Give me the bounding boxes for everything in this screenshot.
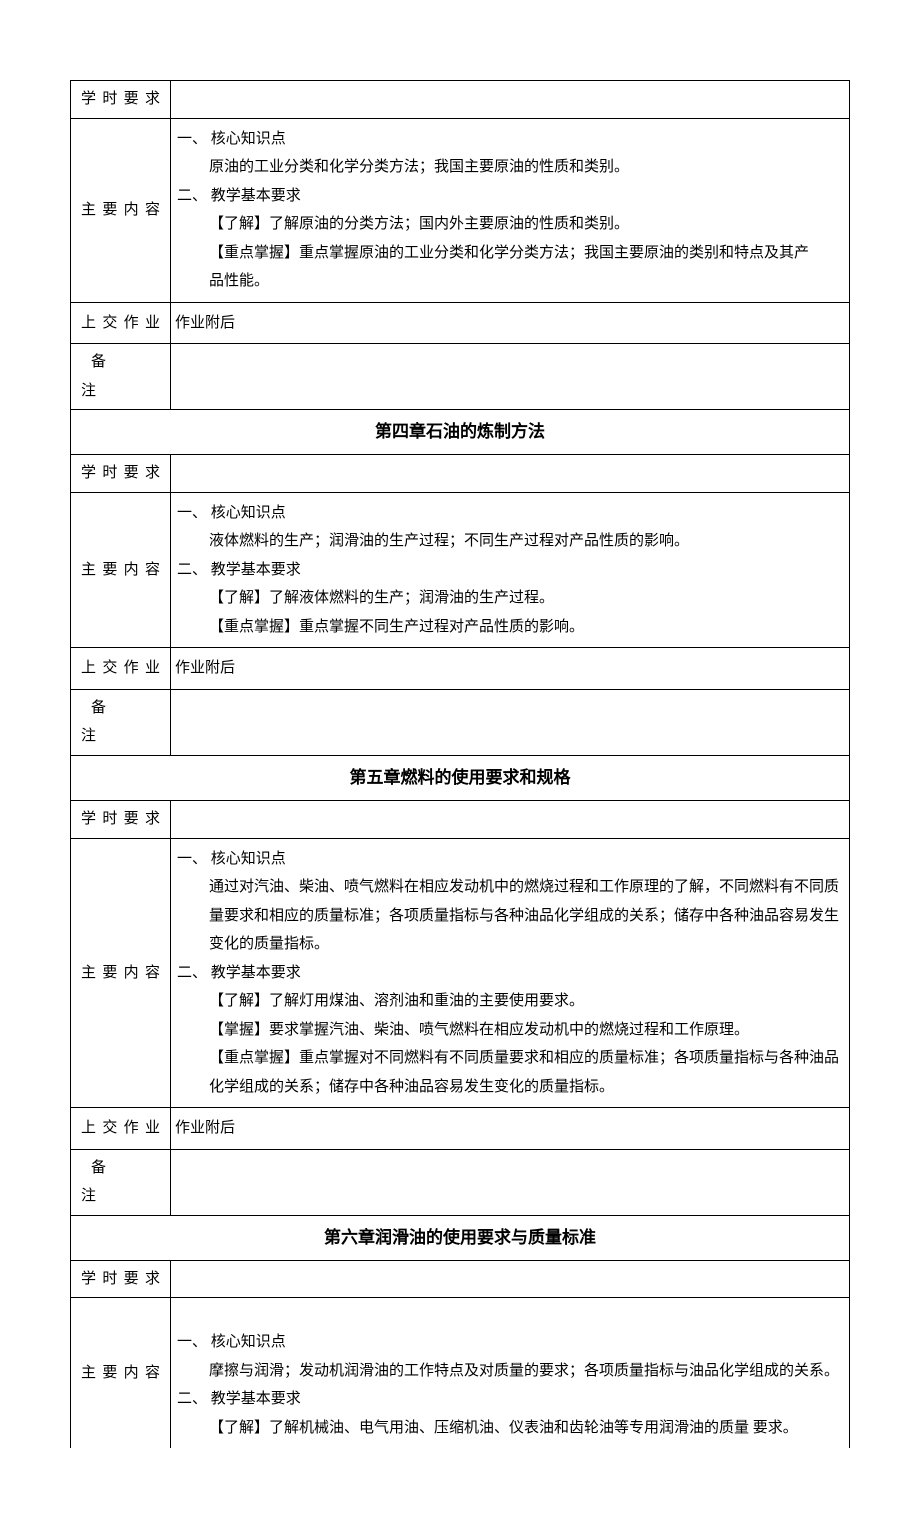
cell-xueshi-5 xyxy=(171,801,850,839)
beizhu-text-4: 备注 xyxy=(81,700,142,745)
row-label-beizhu-5: 备注 xyxy=(71,1149,171,1215)
ch5-h1: 一、 核心知识点 xyxy=(175,845,845,874)
ch3-h1: 一、 核心知识点 xyxy=(175,125,845,154)
syllabus-table: 学时要求 主要内容 一、 核心知识点 原油的工业分类和化学分类方法；我国主要原油… xyxy=(70,80,850,1448)
row-label-zhuyao-4: 主要内容 xyxy=(71,492,171,648)
cell-beizhu-4 xyxy=(171,689,850,755)
ch5-p3: 【掌握】要求掌握汽油、柴油、喷气燃料在相应发动机中的燃烧过程和工作原理。 xyxy=(175,1016,845,1045)
beizhu-text-5: 备注 xyxy=(81,1160,142,1205)
cell-xueshi-4 xyxy=(171,455,850,493)
row-label-zhuyao-5: 主要内容 xyxy=(71,838,171,1108)
row-label-shangjiao-5: 上交作业 xyxy=(71,1108,171,1150)
row-label-beizhu: 备注 xyxy=(71,344,171,410)
cell-ch4-content: 一、 核心知识点 液体燃料的生产；润滑油的生产过程；不同生产过程对产品性质的影响… xyxy=(171,492,850,648)
ch5-p2: 【了解】了解灯用煤油、溶剂油和重油的主要使用要求。 xyxy=(175,987,845,1016)
cell-xueshi-content xyxy=(171,81,850,119)
ch4-p1: 液体燃料的生产；润滑油的生产过程；不同生产过程对产品性质的影响。 xyxy=(175,527,845,556)
ch5-p4: 【重点掌握】重点掌握对不同燃料有不同质量要求和相应的质量标准；各项质量指标与各种… xyxy=(209,1050,839,1095)
ch6-p2: 【了解】了解机械油、电气用油、压缩机油、仪表油和齿轮油等专用润滑油的质量 要求。 xyxy=(175,1414,845,1443)
cell-ch3-content: 一、 核心知识点 原油的工业分类和化学分类方法；我国主要原油的性质和类别。 二、… xyxy=(171,118,850,302)
ch4-title: 第四章石油的炼制方法 xyxy=(71,410,850,455)
ch3-p2: 【了解】了解原油的分类方法；国内外主要原油的性质和类别。 xyxy=(175,210,845,239)
row-label-xueshi-6: 学时要求 xyxy=(71,1260,171,1298)
row-label-shangjiao: 上交作业 xyxy=(71,302,171,344)
ch5-h2: 二、 教学基本要求 xyxy=(175,959,845,988)
row-label-beizhu-4: 备注 xyxy=(71,689,171,755)
cell-ch6-content: 一、 核心知识点 摩擦与润滑；发动机润滑油的工作特点及对质量的要求；各项质量指标… xyxy=(171,1298,850,1449)
ch6-title: 第六章润滑油的使用要求与质量标准 xyxy=(71,1215,850,1260)
cell-xueshi-6 xyxy=(171,1260,850,1298)
row-label-xueshi-5: 学时要求 xyxy=(71,801,171,839)
cell-homework-5: 作业附后 xyxy=(171,1108,850,1150)
cell-homework-4: 作业附后 xyxy=(171,648,850,690)
cell-beizhu-content xyxy=(171,344,850,410)
row-label-zhuyao: 主要内容 xyxy=(71,118,171,302)
ch3-p1: 原油的工业分类和化学分类方法；我国主要原油的性质和类别。 xyxy=(175,153,845,182)
ch5-title: 第五章燃料的使用要求和规格 xyxy=(71,755,850,800)
ch4-h2: 二、 教学基本要求 xyxy=(175,556,845,585)
ch6-h2: 二、 教学基本要求 xyxy=(175,1385,845,1414)
cell-ch5-content: 一、 核心知识点 通过对汽油、柴油、喷气燃料在相应发动机中的燃烧过程和工作原理的… xyxy=(171,838,850,1108)
ch6-h1: 一、 核心知识点 xyxy=(175,1328,845,1357)
ch4-p2: 【了解】了解液体燃料的生产；润滑油的生产过程。 xyxy=(175,584,845,613)
ch3-p3: 【重点掌握】重点掌握原油的工业分类和化学分类方法；我国主要原油的类别和特点及其产… xyxy=(175,239,811,296)
ch3-h2: 二、 教学基本要求 xyxy=(175,182,845,211)
cell-beizhu-5 xyxy=(171,1149,850,1215)
ch5-p1: 通过对汽油、柴油、喷气燃料在相应发动机中的燃烧过程和工作原理的了解，不同燃料有不… xyxy=(175,873,845,959)
ch6-p1: 摩擦与润滑；发动机润滑油的工作特点及对质量的要求；各项质量指标与油品化学组成的关… xyxy=(175,1357,845,1386)
row-label-xueshi-4: 学时要求 xyxy=(71,455,171,493)
beizhu-text: 备注 xyxy=(81,354,142,399)
ch4-p3: 【重点掌握】重点掌握不同生产过程对产品性质的影响。 xyxy=(175,613,845,642)
cell-homework: 作业附后 xyxy=(171,302,850,344)
row-label-xueshi: 学时要求 xyxy=(71,81,171,119)
row-label-zhuyao-6: 主要内容 xyxy=(71,1298,171,1449)
row-label-shangjiao-4: 上交作业 xyxy=(71,648,171,690)
ch4-h1: 一、 核心知识点 xyxy=(175,499,845,528)
